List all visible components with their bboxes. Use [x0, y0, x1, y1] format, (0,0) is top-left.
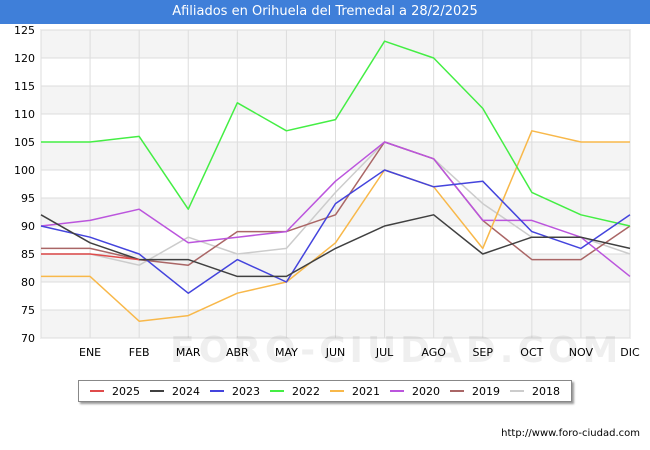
series-line-2020	[40, 141, 631, 277]
x-tick-label: DIC	[620, 346, 640, 359]
legend-swatch	[150, 390, 164, 392]
y-tick-label: 90	[21, 220, 35, 233]
series-line-2023	[40, 169, 631, 294]
x-tick-label: NOV	[569, 346, 594, 359]
x-tick-label: JUL	[375, 346, 394, 359]
legend-swatch	[510, 390, 524, 392]
series-line-2021	[41, 130, 630, 322]
legend-item-2018: 2018	[510, 385, 560, 398]
y-tick-label: 125	[14, 24, 35, 37]
y-tick-label: 80	[21, 276, 35, 289]
series-line-2022	[41, 40, 631, 227]
legend-swatch	[450, 390, 464, 392]
chart-title: Afiliados en Orihuela del Tremedal a 28/…	[0, 0, 650, 24]
legend-item-2022: 2022	[270, 385, 320, 398]
legend: 2025 2024 2023 2022 2021 2020 2019 2018	[78, 380, 572, 402]
legend-label: 2023	[232, 384, 260, 398]
x-tick-label: ABR	[226, 346, 249, 359]
x-axis-ticks: ENE FEB MAR ABR MAY JUN JUL AGO SEP OCT NOV DIC	[79, 346, 640, 359]
y-tick-label: 85	[21, 248, 35, 261]
legend-swatch	[330, 390, 344, 392]
legend-label: 2019	[472, 384, 500, 398]
y-axis-ticks: 70 75 80 85 90 95 100 105 110 115 120 125	[14, 24, 35, 345]
y-tick-label: 120	[14, 52, 35, 65]
legend-item-2020: 2020	[390, 385, 440, 398]
legend-swatch	[90, 390, 104, 392]
y-tick-label: 70	[21, 332, 35, 345]
legend-label: 2018	[532, 384, 560, 398]
legend-item-2024: 2024	[150, 385, 200, 398]
x-tick-label: AGO	[421, 346, 446, 359]
legend-item-2019: 2019	[450, 385, 500, 398]
legend-swatch	[270, 390, 284, 392]
y-tick-label: 105	[14, 136, 35, 149]
legend-label: 2022	[292, 384, 320, 398]
legend-label: 2024	[172, 384, 200, 398]
legend-label: 2025	[112, 384, 140, 398]
footer-url: http://www.foro-ciudad.com	[501, 428, 640, 439]
x-tick-label: OCT	[520, 346, 543, 359]
x-tick-label: JUN	[325, 346, 346, 359]
y-tick-label: 110	[14, 108, 35, 121]
legend-label: 2021	[352, 384, 380, 398]
watermark: FORO-CIUDAD.COM	[170, 330, 623, 371]
x-tick-label: MAR	[176, 346, 201, 359]
x-tick-label: FEB	[129, 346, 150, 359]
legend-item-2023: 2023	[210, 385, 260, 398]
x-tick-label: ENE	[79, 346, 101, 359]
y-tick-label: 100	[14, 164, 35, 177]
series-lines	[40, 40, 631, 322]
y-tick-label: 75	[21, 304, 35, 317]
legend-swatch	[210, 390, 224, 392]
legend-item-2021: 2021	[330, 385, 380, 398]
legend-swatch	[390, 390, 404, 392]
legend-item-2025: 2025	[90, 385, 140, 398]
series-line-2025	[41, 253, 140, 261]
x-tick-label: MAY	[275, 346, 298, 359]
legend-label: 2020	[412, 384, 440, 398]
y-tick-label: 115	[14, 80, 35, 93]
x-tick-label: SEP	[472, 346, 493, 359]
y-tick-label: 95	[21, 192, 35, 205]
